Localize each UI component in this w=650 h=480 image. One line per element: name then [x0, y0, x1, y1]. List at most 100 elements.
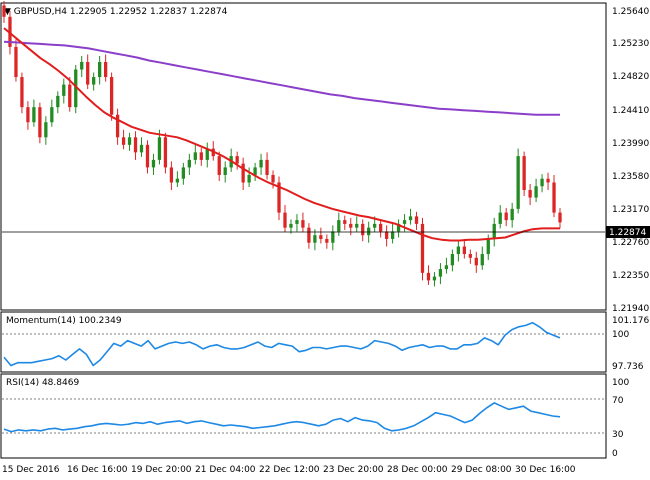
bearish-candle [361, 223, 365, 236]
bullish-candle [390, 231, 395, 239]
triangle-down-icon: ▼ [4, 7, 14, 17]
bullish-candle [516, 156, 520, 209]
bullish-candle [408, 216, 413, 221]
price-tick: 1.24410 [612, 106, 649, 116]
rsi-tick: 70 [612, 396, 624, 406]
bearish-candle [199, 152, 203, 160]
price-tick: 1.25230 [612, 39, 649, 49]
bearish-candle [379, 223, 383, 232]
bearish-candle [20, 77, 24, 108]
bullish-candle [373, 223, 377, 228]
bullish-candle [157, 137, 162, 160]
bullish-candle [331, 231, 335, 243]
bullish-candle [355, 223, 359, 228]
price-header: ▼ GBPUSD,H4 1.22905 1.22952 1.22837 1.22… [4, 7, 228, 17]
bearish-candle [414, 216, 419, 224]
time-label: 15 Dec 2016 [2, 465, 60, 475]
time-label: 16 Dec 16:00 [67, 465, 128, 475]
momentum-line [3, 321, 561, 367]
bullish-candle [289, 223, 293, 228]
price-axis: 1.25640 1.25230 1.24820 1.24410 1.23990 … [612, 7, 649, 314]
bullish-candle [139, 144, 144, 153]
time-label: 19 Dec 20:00 [131, 465, 192, 475]
bullish-candle [62, 84, 66, 96]
bullish-candle [534, 186, 538, 198]
bullish-candle [50, 107, 54, 123]
rsi-panel [0, 373, 607, 459]
time-label: 22 Dec 12:00 [259, 465, 320, 475]
bearish-candle [319, 235, 323, 239]
bullish-candle [402, 220, 407, 224]
bullish-candle [486, 238, 490, 255]
bullish-candle [510, 208, 514, 221]
bullish-candle [92, 77, 96, 85]
price-tick: 1.22350 [612, 271, 649, 281]
bullish-candle [247, 174, 251, 183]
time-label: 21 Dec 04:00 [195, 465, 256, 475]
bearish-candle [235, 156, 239, 164]
bullish-candle [127, 137, 132, 145]
bullish-candle [181, 167, 185, 179]
bullish-candle [438, 269, 443, 277]
symbol-label: GBPUSD,H4 [14, 7, 67, 17]
price-tick: 1.25640 [612, 7, 649, 17]
bearish-candle [474, 257, 478, 266]
bullish-candle [396, 223, 401, 232]
bearish-candle [133, 137, 138, 153]
time-label: 29 Dec 08:00 [451, 465, 512, 475]
bullish-candle [98, 61, 102, 78]
bearish-candle [325, 238, 329, 243]
bullish-candle [151, 159, 156, 168]
slow-moving-average-line [3, 40, 560, 116]
bullish-candle [295, 220, 299, 224]
price-tick: 1.23990 [612, 139, 649, 149]
time-label: 23 Dec 20:00 [323, 465, 384, 475]
bullish-candle [56, 95, 60, 108]
bullish-candle [44, 122, 48, 138]
current-price-label: 1.22874 [609, 228, 646, 238]
price-tick: 1.23170 [612, 205, 649, 215]
time-axis: 15 Dec 2016 16 Dec 16:00 19 Dec 20:00 21… [2, 465, 576, 475]
bullish-candle [313, 235, 317, 243]
fast-moving-average-line [3, 27, 560, 242]
rsi-tick: 100 [612, 378, 629, 388]
bullish-candle [540, 178, 544, 187]
bullish-candle [175, 178, 180, 183]
bullish-candle [337, 220, 341, 232]
bearish-candle [277, 182, 281, 213]
current-price-marker [606, 226, 650, 238]
bearish-candle [283, 212, 287, 228]
rsi-line [3, 402, 561, 433]
momentum-panel [0, 311, 607, 373]
bullish-candle [456, 246, 461, 255]
bearish-candle [2, 5, 6, 17]
bearish-candle [343, 220, 347, 224]
price-panel [0, 2, 607, 311]
bullish-candle [205, 148, 209, 160]
price-tick: 1.23580 [612, 172, 649, 182]
bearish-candle [546, 178, 550, 183]
bearish-candle [349, 223, 353, 228]
bearish-candle [103, 61, 108, 78]
rsi-title: RSI(14) 48.8469 [6, 378, 79, 388]
bullish-candle [187, 159, 191, 168]
bearish-candle [26, 107, 30, 123]
price-tick: 1.24820 [612, 72, 649, 82]
bearish-candle [109, 77, 114, 115]
time-label: 30 Dec 16:00 [515, 465, 576, 475]
time-label: 28 Dec 00:00 [387, 465, 448, 475]
bearish-candle [169, 167, 174, 183]
momentum-tick: 100 [612, 330, 629, 340]
bearish-candle [86, 61, 90, 85]
bearish-candle [115, 114, 120, 138]
bearish-candle [522, 156, 526, 191]
bullish-candle [74, 69, 78, 108]
bearish-candle [241, 163, 245, 183]
bearish-candle [420, 223, 425, 273]
bearish-candle [271, 174, 275, 183]
ohlc-label: 1.22905 1.22952 1.22837 1.22874 [70, 7, 228, 17]
bearish-candle [14, 46, 18, 78]
bearish-candle [121, 137, 126, 145]
bearish-candle [504, 212, 508, 221]
